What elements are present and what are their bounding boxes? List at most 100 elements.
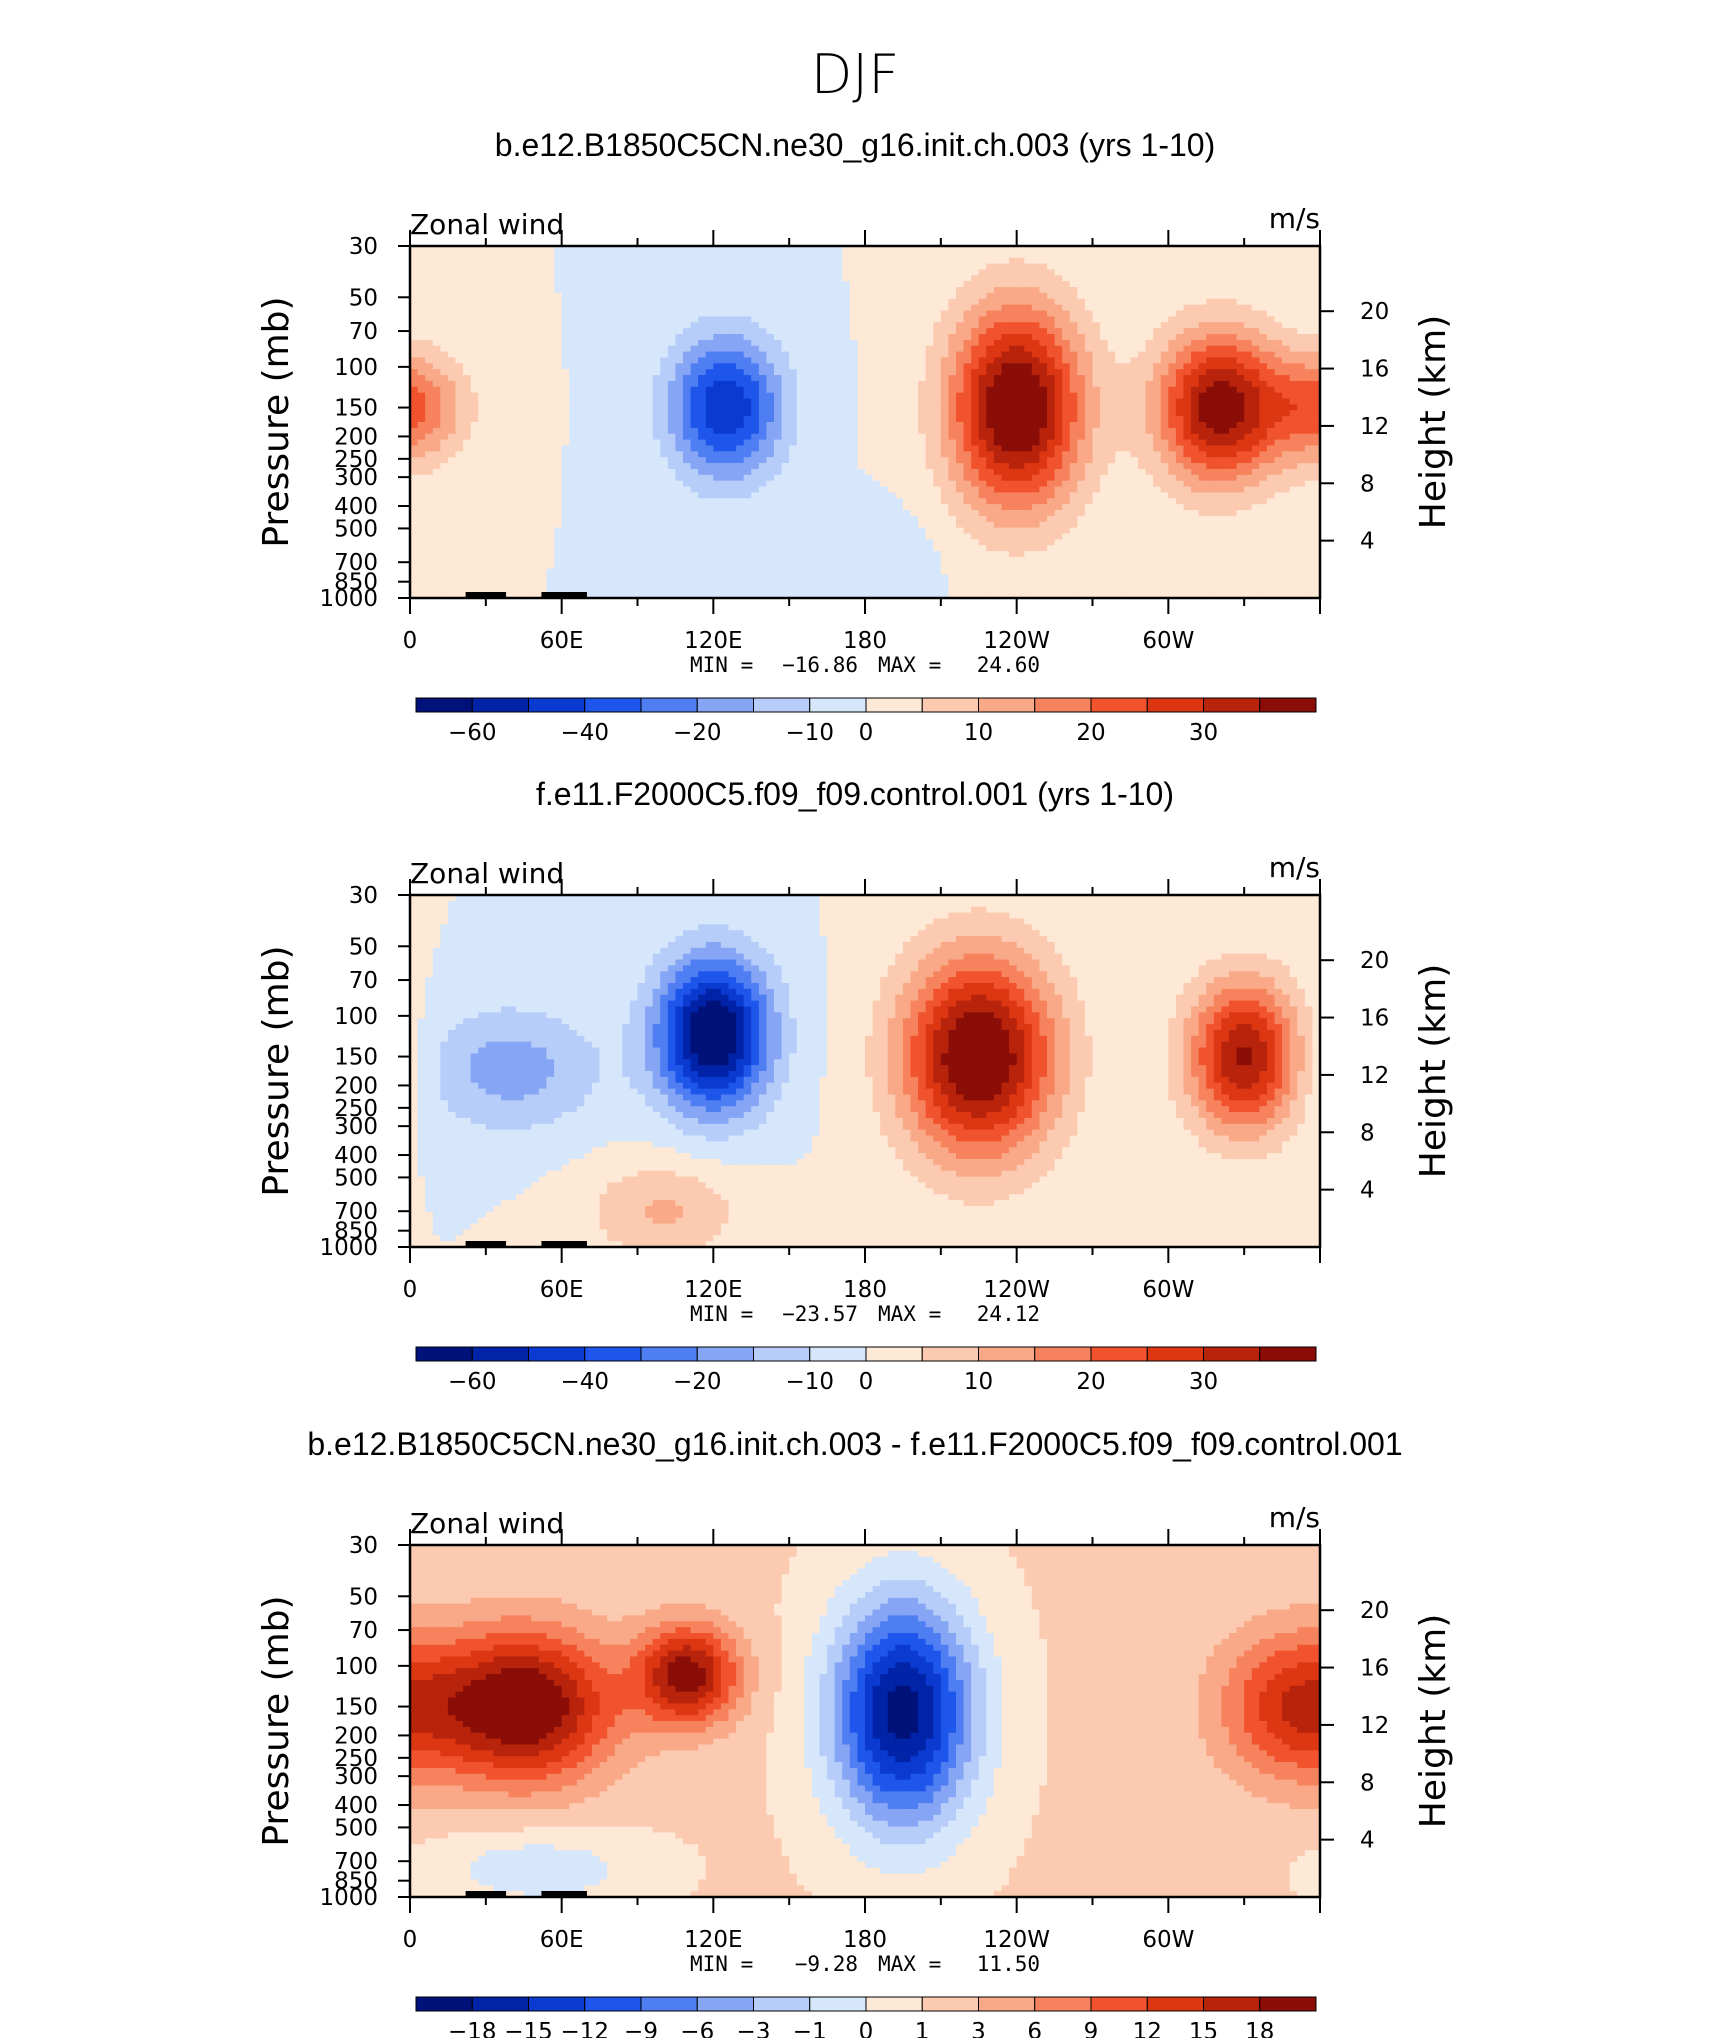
contour-cell [986,428,994,434]
contour-cell [698,264,706,270]
contour-cell [577,551,585,557]
contour-cell [433,416,441,422]
contour-cell [615,416,623,422]
contour-cell [425,569,433,575]
contour-cell [1017,264,1025,270]
contour-cell [509,264,517,270]
contour-cell [463,275,471,281]
contour-cell [941,451,949,457]
contour-cell [509,399,517,405]
contour-cell [592,481,600,487]
contour-cell [607,463,615,469]
contour-cell [638,522,646,528]
contour-cell [668,375,676,381]
contour-cell [736,551,744,557]
contour-cell [789,586,797,592]
contour-cell [433,551,441,557]
contour-cell [880,475,888,481]
contour-cell [971,475,979,481]
contour-cell [509,504,517,510]
contour-cell [820,404,828,410]
contour-cell [645,416,653,422]
contour-cell [660,428,668,434]
contour-cell [554,316,562,322]
contour-cell [653,428,661,434]
contour-cell [979,299,987,305]
contour-cell [895,551,903,557]
contour-cell [531,516,539,522]
contour-cell [751,516,759,522]
contour-cell [751,275,759,281]
contour-cell [440,551,448,557]
contour-cell [562,422,570,428]
contour-cell [835,404,843,410]
contour-cell [880,328,888,334]
contour-cell [751,457,759,463]
contour-cell [842,557,850,563]
contour-cell [706,492,714,498]
contour-cell [1024,369,1032,375]
contour-cell [804,404,812,410]
contour-cell [789,399,797,405]
contour-cell [827,498,835,504]
contour-cell [539,369,547,375]
contour-cell [857,492,865,498]
contour-cell [509,539,517,545]
contour-cell [668,328,676,334]
contour-cell [880,275,888,281]
contour-cell [721,369,729,375]
contour-cell [577,305,585,311]
contour-cell [971,340,979,346]
contour-cell [888,533,896,539]
contour-cell [1032,545,1040,551]
contour-cell [789,316,797,322]
contour-cell [569,258,577,264]
contour-cell [516,316,524,322]
contour-cell [501,487,509,493]
contour-cell [713,551,721,557]
contour-cell [986,287,994,293]
contour-cell [1017,275,1025,281]
contour-cell [888,305,896,311]
contour-cell [478,586,486,592]
contour-cell [880,504,888,510]
contour-cell [622,533,630,539]
contour-cell [493,504,501,510]
contour-cell [547,533,555,539]
contour-cell [797,528,805,534]
contour-cell [986,311,994,317]
contour-cell [789,575,797,581]
contour-cell [630,463,638,469]
contour-cell [895,305,903,311]
contour-cell [493,328,501,334]
contour-cell [820,264,828,270]
contour-cell [539,481,547,487]
contour-cell [880,569,888,575]
contour-cell [903,393,911,399]
contour-cell [456,469,464,475]
contour-cell [842,445,850,451]
contour-cell [979,580,987,586]
contour-cell [827,492,835,498]
contour-cell [607,492,615,498]
contour-cell [607,275,615,281]
contour-cell [660,357,668,363]
contour-cell [782,375,790,381]
contour-cell [736,258,744,264]
contour-cell [873,416,881,422]
contour-cell [820,287,828,293]
contour-cell [744,357,752,363]
contour-cell [440,469,448,475]
contour-cell [721,264,729,270]
contour-cell [1032,258,1040,264]
contour-cell [729,451,737,457]
contour-cell [509,299,517,305]
contour-cell [820,381,828,387]
contour-cell [804,305,812,311]
contour-cell [729,334,737,340]
contour-cell [524,375,532,381]
contour-cell [713,445,721,451]
contour-cell [463,293,471,299]
contour-cell [789,264,797,270]
contour-cell [994,369,1002,375]
